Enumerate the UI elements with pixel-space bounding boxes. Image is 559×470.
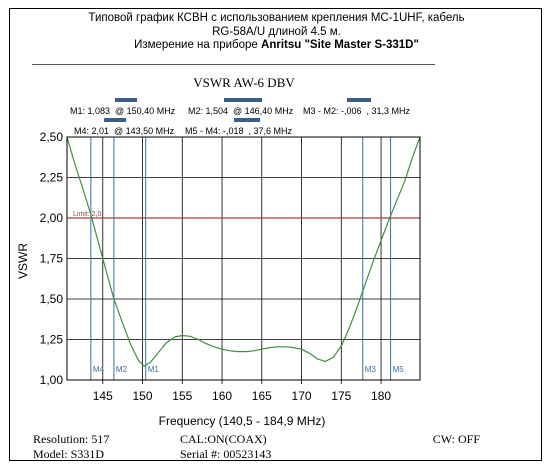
grid (67, 136, 420, 381)
y-axis-label: VSWR (16, 243, 30, 279)
readout-indicator-bars (104, 98, 371, 122)
readout-m3-m2: M3 - M2: -,006 , 31,3 MHz (303, 106, 411, 116)
y-tick-label: 2,00 (40, 211, 64, 225)
marker-label: M2 (116, 365, 128, 374)
marker-label: M1 (148, 365, 160, 374)
header-line-2: RG-58A/U длиной 4.5 м. (212, 25, 341, 38)
limit-line-group: Limit: 2,0 (67, 211, 420, 219)
x-tick-label: 145 (93, 389, 113, 403)
indicator-bar (224, 98, 262, 102)
indicator-bar (347, 98, 371, 102)
x-tick-label: 160 (212, 389, 232, 403)
header-line-3-device: Anritsu "Site Master S-331D" (261, 39, 419, 51)
footer-model: Model: S331D (33, 447, 104, 461)
footer-resolution: Resolution: 517 (33, 432, 109, 446)
y-tick-label: 1,00 (40, 373, 64, 387)
y-tick-label: 2,25 (40, 171, 64, 185)
header-line-3-prefix: Измерение на приборе (134, 39, 262, 51)
marker-label: M3 (365, 365, 377, 374)
footer-cw: CW: OFF (433, 432, 481, 446)
x-tick-label: 175 (331, 389, 351, 403)
axes: 1,00 1,25 1,50 1,75 2,00 2,25 2,50 145 150 155 160… (40, 130, 421, 403)
readout-m5-m4: M5 - M4: -,018 , 37,6 MHz (185, 126, 293, 136)
series-group (66, 136, 421, 367)
header-line-1: Типовой график КСВН с использованием кре… (88, 12, 465, 24)
x-tick-label: 180 (371, 389, 391, 403)
y-tick-label: 2,50 (40, 130, 64, 144)
x-tick-label: 150 (133, 389, 153, 403)
chart-title: VSWR AW-6 DBV (193, 75, 295, 90)
x-axis-label: Frequency (140,5 - 184,9 MHz) (159, 414, 326, 428)
y-tick-label: 1,50 (40, 292, 64, 306)
header-line-3: Измерение на приборе Anritsu "Site Maste… (10, 39, 543, 53)
vswr-series-line (66, 136, 421, 367)
chart-frame: Типовой график КСВН с использованием кре… (9, 8, 542, 461)
marker-label: M4 (93, 365, 105, 374)
header-separator (32, 64, 435, 65)
readout-m1: M1: 1,083 @ 150,40 MHz (70, 106, 176, 116)
indicator-bar (104, 118, 126, 122)
plot-border (66, 136, 421, 381)
readout-m2: M2: 1,504 @ 146,40 MHz (188, 106, 294, 116)
y-tick-label: 1,75 (40, 252, 64, 266)
readout-m4: M4: 2,01 @ 143,50 MHz (74, 126, 175, 136)
marker-lines: M4 M2 M1 M3 M5 (90, 137, 405, 380)
x-tick-label: 155 (172, 389, 192, 403)
footer-cal: CAL:ON(COAX) (180, 432, 267, 446)
indicator-bar (115, 98, 137, 102)
limit-label: Limit: 2,0 (73, 211, 102, 218)
x-tick-label: 165 (252, 389, 272, 403)
indicator-bar (234, 118, 260, 122)
footer-serial: Serial #: 00523143 (180, 447, 271, 461)
y-tick-label: 1,25 (40, 333, 64, 347)
chart-header: Типовой график КСВН с использованием кре… (10, 9, 543, 53)
x-tick-label: 170 (292, 389, 312, 403)
marker-label: M5 (393, 365, 405, 374)
